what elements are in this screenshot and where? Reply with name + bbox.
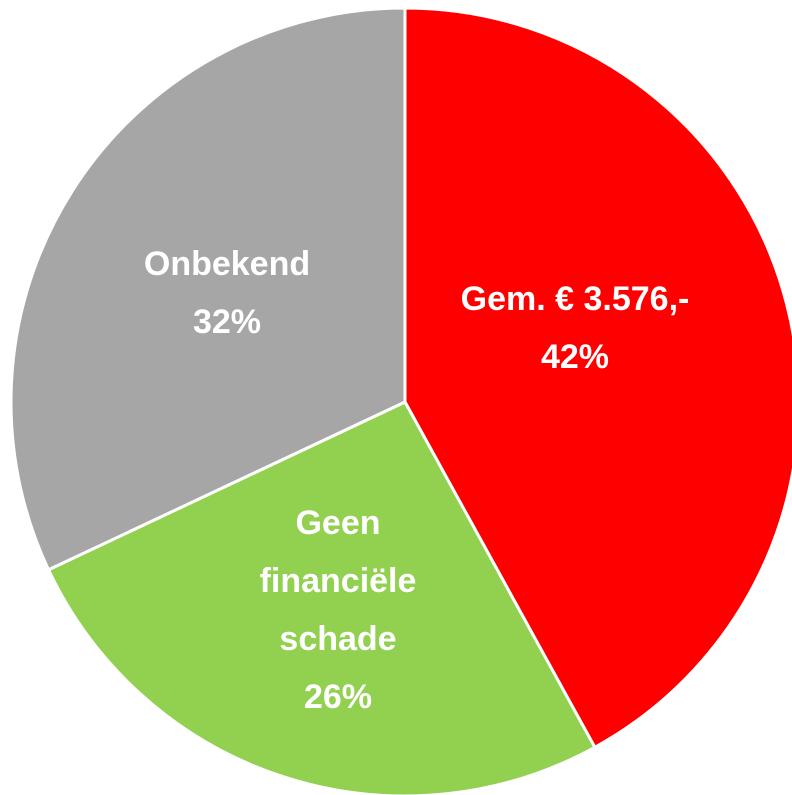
slice-label: Onbekend 32% [97, 235, 357, 351]
value-label: 32% [192, 303, 262, 341]
pie-slice [46, 400, 597, 795]
category-label: Geen financiële schade [259, 504, 417, 658]
category-label: Onbekend [143, 245, 311, 283]
category-label: Gem. € 3.576,- [460, 280, 690, 318]
slice-label: Gem. € 3.576,- 42% [425, 270, 725, 386]
slice-label: Geen financiële schade 26% [238, 494, 438, 726]
pie-slice [403, 6, 792, 750]
pie-slice [9, 6, 407, 572]
value-label: 26% [303, 678, 373, 716]
value-label: 42% [540, 338, 610, 376]
